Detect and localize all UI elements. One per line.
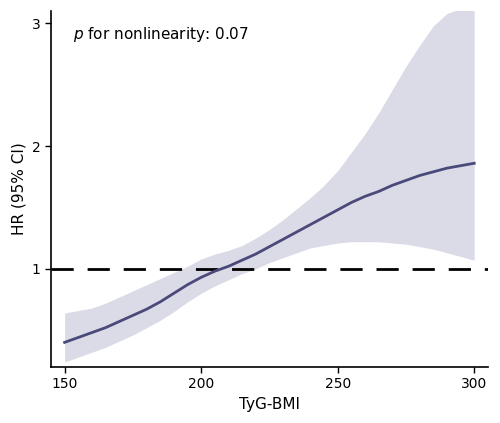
- X-axis label: TyG-BMI: TyG-BMI: [239, 397, 300, 412]
- Y-axis label: HR (95% CI): HR (95% CI): [11, 143, 26, 235]
- Text: $\it{p}$ for nonlinearity: 0.07: $\it{p}$ for nonlinearity: 0.07: [73, 25, 249, 44]
